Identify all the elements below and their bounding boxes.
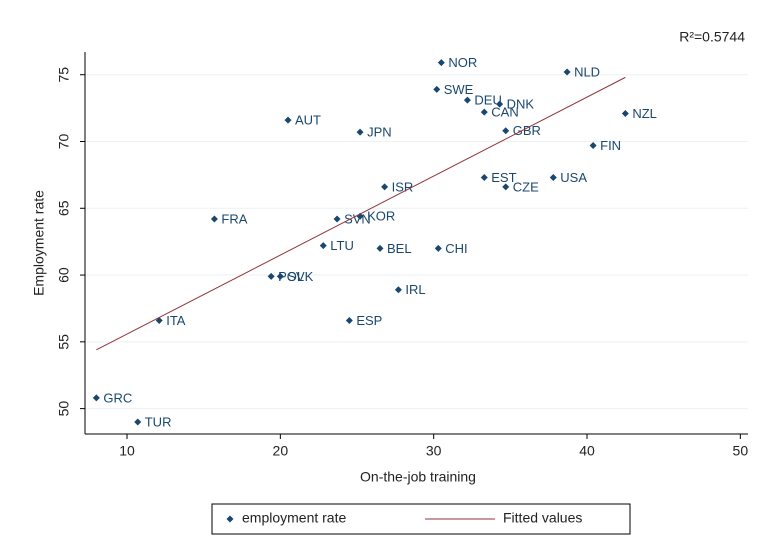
x-axis-label: On-the-job training [360, 469, 476, 485]
y-axis-label: Employment rate [31, 190, 47, 296]
r-squared-annotation: R²=0.5744 [679, 29, 745, 45]
point-label: CHI [445, 241, 467, 256]
point-label: SVK [287, 269, 313, 284]
point-label: FRA [221, 211, 247, 226]
point-label: ITA [166, 313, 186, 328]
point [345, 316, 353, 324]
y-tick-label: 60 [56, 267, 72, 283]
point-label: FIN [600, 138, 621, 153]
point-label: ISR [392, 179, 414, 194]
point [210, 215, 218, 223]
point [356, 128, 364, 136]
point-label: IRL [405, 282, 425, 297]
point [134, 418, 142, 426]
point-label: EST [491, 170, 516, 185]
point [376, 244, 384, 252]
y-tick-label: 55 [56, 334, 72, 350]
point-label: ESP [356, 313, 382, 328]
y-tick-label: 65 [56, 200, 72, 216]
x-tick-label: 40 [579, 443, 595, 459]
point [621, 109, 629, 117]
x-tick-label: 50 [733, 443, 749, 459]
point-label: POL [278, 269, 304, 284]
point [480, 108, 488, 116]
point-label: KOR [367, 209, 395, 224]
legend-marker [226, 515, 234, 523]
fitted-line [96, 76, 626, 351]
y-tick-label: 75 [56, 67, 72, 83]
point-label: JPN [367, 125, 392, 140]
point [589, 141, 597, 149]
legend-label: Fitted values [503, 510, 582, 526]
point-label: BEL [387, 241, 412, 256]
legend-label: employment rate [242, 510, 346, 526]
point [463, 96, 471, 104]
point-label: DNK [507, 97, 535, 112]
x-tick-label: 10 [119, 443, 135, 459]
point-label: CZE [513, 179, 539, 194]
x-tick-label: 30 [426, 443, 442, 459]
point [502, 127, 510, 135]
point-label: NZL [632, 106, 657, 121]
point [433, 85, 441, 93]
legend [211, 503, 631, 535]
point [496, 100, 504, 108]
point-label: USA [560, 170, 587, 185]
point [267, 272, 275, 280]
point [563, 68, 571, 76]
point [437, 59, 445, 67]
y-tick-label: 70 [56, 133, 72, 149]
point [92, 394, 100, 402]
point [276, 272, 284, 280]
point [502, 183, 510, 191]
point [549, 174, 557, 182]
point-label: GRC [103, 390, 132, 405]
point-label: LTU [330, 238, 354, 253]
point-label: AUT [295, 113, 321, 128]
point-label: NLD [574, 64, 600, 79]
point [284, 116, 292, 124]
point [333, 215, 341, 223]
point-label: GBR [513, 123, 541, 138]
point [381, 183, 389, 191]
x-tick-label: 20 [273, 443, 289, 459]
point-label: TUR [145, 414, 172, 429]
point-label: CAN [491, 105, 518, 120]
point [319, 242, 327, 250]
point-label: SWE [444, 82, 474, 97]
y-tick-label: 50 [56, 401, 72, 417]
point [434, 244, 442, 252]
point [480, 174, 488, 182]
point-label: SVN [344, 211, 371, 226]
point-label: NOR [448, 55, 477, 70]
point-label: DEU [474, 93, 501, 108]
point [394, 286, 402, 294]
